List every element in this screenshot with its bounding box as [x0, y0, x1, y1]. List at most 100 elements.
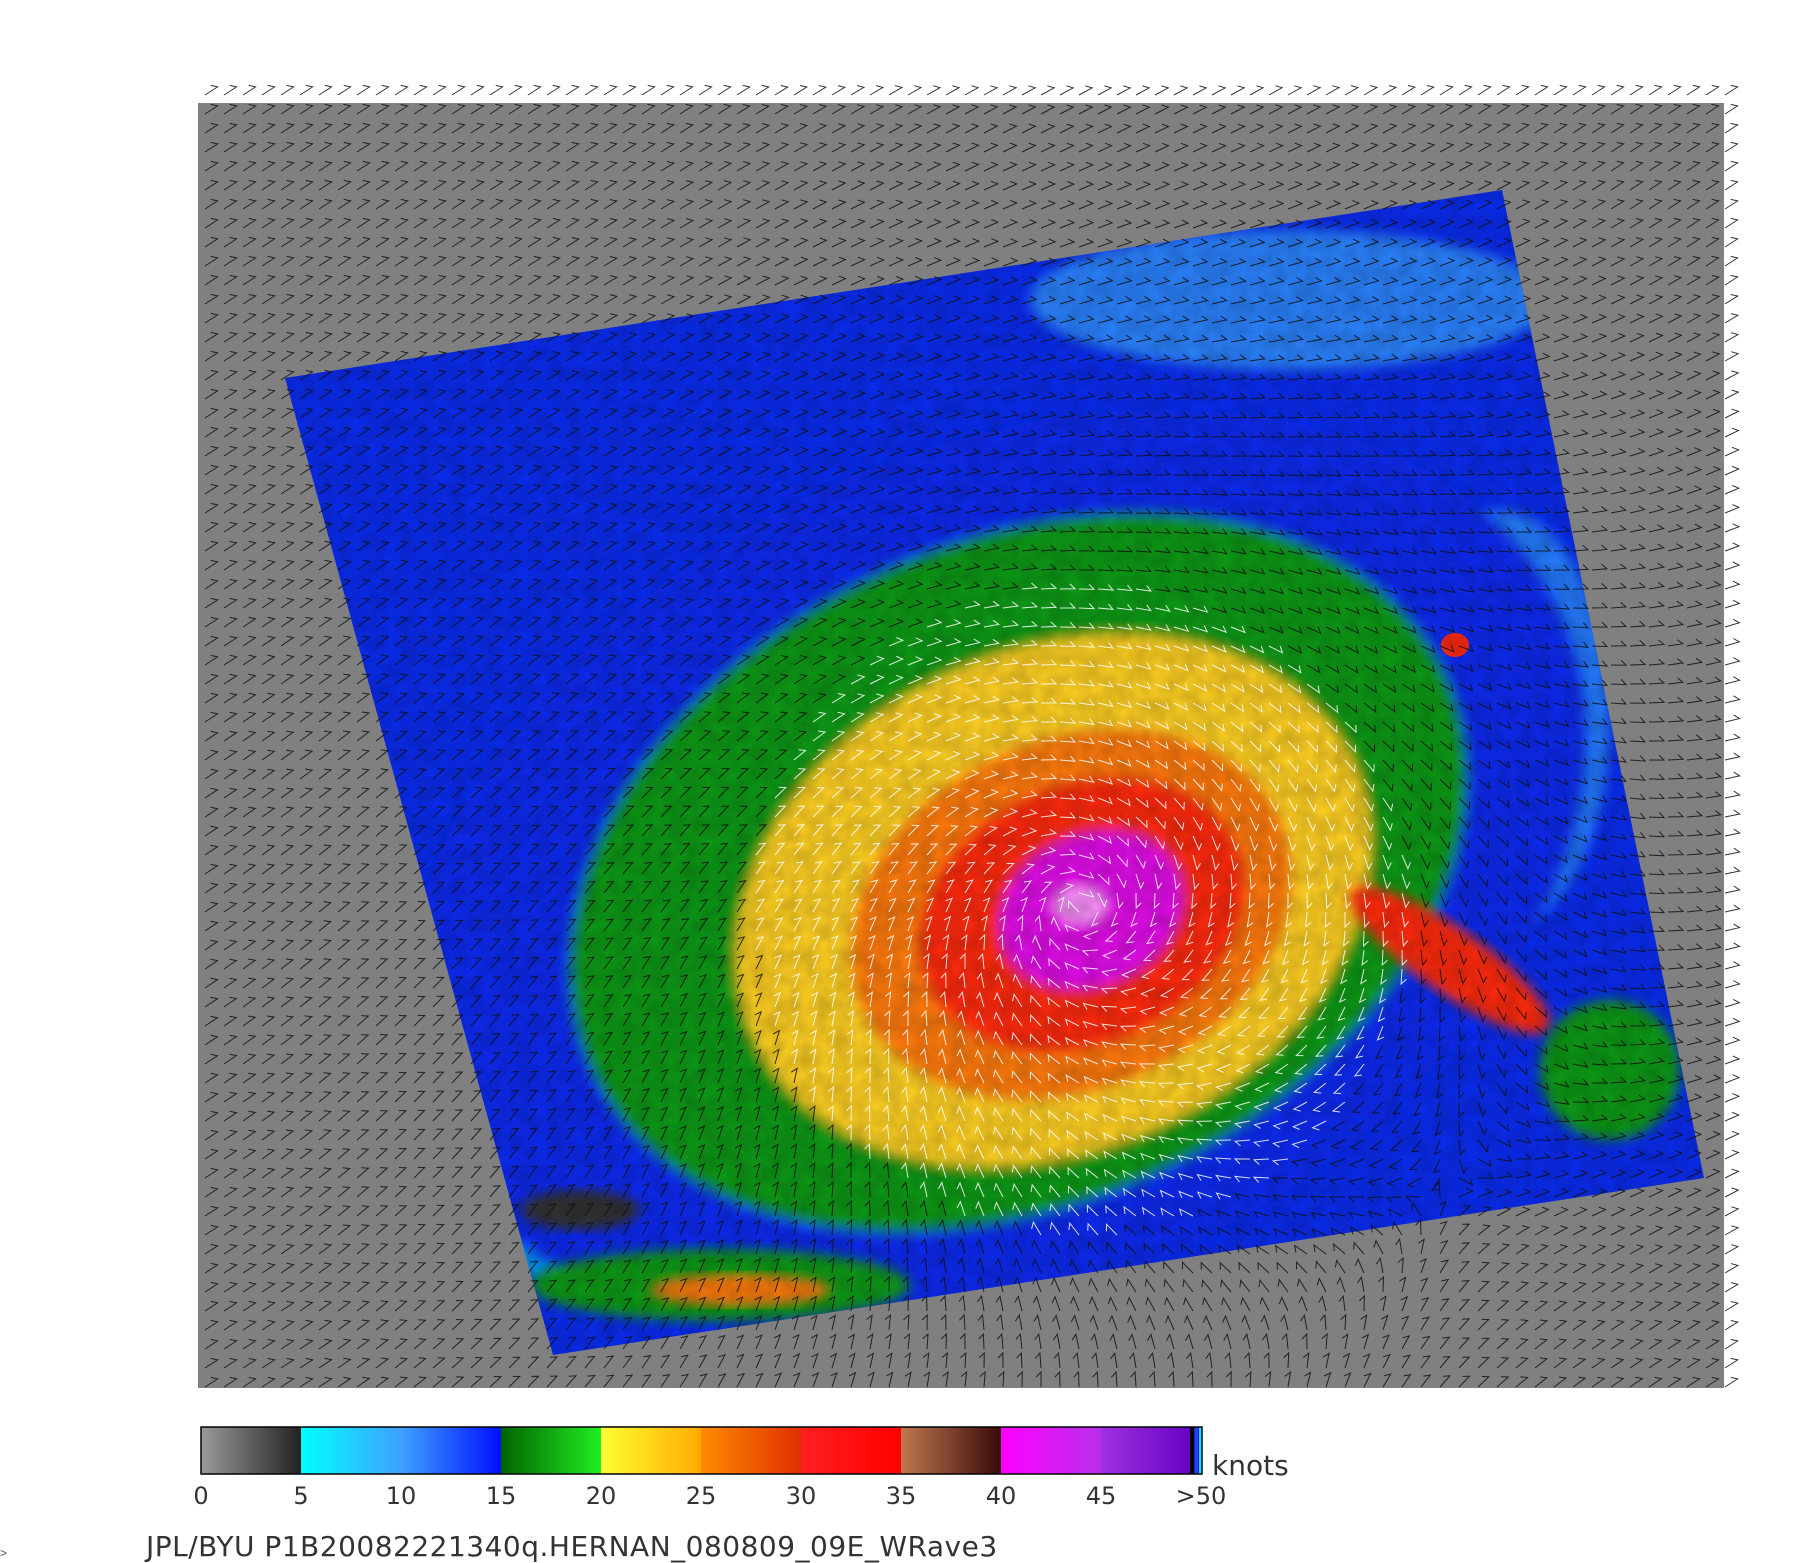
wind-vector: [901, 1199, 909, 1217]
wind-vector: [375, 939, 389, 951]
wind-vector: [1629, 237, 1645, 248]
wind-vector: [1553, 429, 1570, 438]
wind-vector: [1439, 334, 1456, 343]
wind-vector: [413, 464, 428, 476]
wind-vector: [470, 1090, 483, 1103]
wind-vector: [1420, 606, 1437, 614]
wind-vector: [1215, 1063, 1232, 1073]
wind-vector: [1370, 1120, 1384, 1132]
wind-vector: [907, 314, 924, 324]
wind-vector: [603, 805, 616, 818]
wind-vector: [1211, 586, 1228, 594]
wind-vector: [964, 333, 981, 343]
wind-vector: [622, 1050, 632, 1065]
wind-vector: [1705, 657, 1722, 666]
wind-vector: [299, 464, 314, 476]
wind-vector: [1249, 161, 1265, 172]
wind-vector: [1268, 873, 1276, 891]
wind-vector: [1100, 1023, 1118, 1031]
wind-vector: [926, 333, 943, 343]
wind-vector: [1325, 296, 1342, 305]
wind-vector: [603, 275, 619, 286]
wind-vector: [1724, 1055, 1741, 1065]
wind-vector: [1686, 1225, 1702, 1236]
wind-vector: [1496, 410, 1514, 419]
wind-vector: [527, 103, 542, 115]
wind-vector: [850, 787, 864, 799]
wind-vector: [1334, 1044, 1346, 1058]
wind-vector: [1553, 1098, 1570, 1105]
wind-vector: [1021, 639, 1039, 647]
wind-vector: [1275, 1044, 1289, 1056]
wind-vector: [432, 1014, 445, 1027]
wind-vector: [356, 179, 371, 191]
wind-vector: [1648, 428, 1665, 438]
wind-vector: [1439, 257, 1456, 267]
wind-vector: [451, 255, 466, 267]
wind-vector: [1230, 664, 1246, 674]
wind-vector: [698, 218, 714, 229]
wind-vector: [1104, 930, 1118, 942]
wind-vector: [1401, 759, 1413, 773]
wind-vector: [1439, 949, 1448, 966]
wind-vector: [964, 807, 979, 818]
wind-vector: [845, 1142, 852, 1160]
wind-vector: [1233, 1120, 1251, 1129]
wind-vector: [1328, 1196, 1346, 1203]
wind-vector: [774, 522, 790, 533]
wind-vector: [1439, 411, 1457, 419]
wind-vector: [1316, 1025, 1327, 1039]
wind-vector: [1572, 275, 1588, 286]
wind-vector: [394, 578, 409, 590]
wind-vector: [1086, 1185, 1099, 1198]
wind-vector: [679, 1239, 688, 1255]
wind-vector: [1306, 528, 1323, 536]
wind-vector: [413, 787, 427, 799]
wind-vector: [261, 331, 276, 343]
wind-vector: [1420, 664, 1436, 673]
wind-vector: [489, 122, 504, 134]
wind-vector: [698, 84, 713, 96]
wind-vector: [584, 483, 599, 495]
wind-vector: [903, 990, 910, 1008]
wind-vector: [1176, 1082, 1194, 1090]
wind-vector: [774, 579, 790, 590]
wind-vector: [793, 749, 807, 761]
wind-vector: [1337, 1006, 1346, 1022]
wind-vector: [1572, 1188, 1589, 1198]
wind-vector: [1192, 873, 1200, 891]
wind-vector: [1097, 392, 1115, 400]
wind-vector: [394, 1072, 408, 1084]
wind-vector: [882, 1123, 890, 1141]
wind-vector: [660, 1163, 669, 1179]
wind-vector: [1553, 777, 1569, 786]
wind-vector: [907, 637, 924, 647]
wind-vector: [1249, 740, 1262, 753]
wind-vector: [451, 1033, 464, 1046]
wind-vector: [451, 1128, 464, 1141]
wind-vector: [1192, 257, 1209, 267]
wind-vector: [736, 427, 752, 438]
wind-vector: [983, 448, 1000, 457]
wind-vector: [546, 275, 561, 286]
wind-vector: [1081, 949, 1099, 956]
wind-vector: [1116, 642, 1133, 650]
wind-vector: [1667, 198, 1682, 210]
wind-vector: [736, 560, 752, 571]
wind-vector: [546, 236, 561, 248]
wind-vector: [717, 786, 730, 799]
wind-vector: [1021, 525, 1039, 533]
wind-vector: [204, 179, 219, 191]
wind-vector: [1458, 391, 1476, 400]
wind-vector: [1012, 1220, 1023, 1236]
wind-vector: [831, 104, 847, 115]
wind-vector: [1420, 104, 1436, 115]
wind-vector: [831, 560, 847, 571]
wind-vector: [603, 1088, 613, 1103]
wind-vector: [755, 768, 769, 780]
wind-vector: [1439, 315, 1456, 324]
wind-vector: [1097, 873, 1110, 886]
wind-vector: [1420, 721, 1434, 733]
wind-vector: [1268, 296, 1285, 305]
wind-vector: [527, 806, 541, 818]
